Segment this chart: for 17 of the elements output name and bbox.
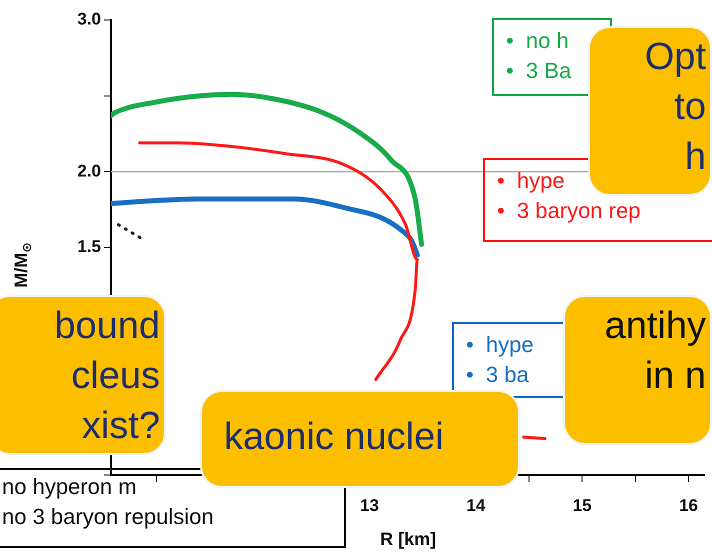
annotation: Opt to h (644, 35, 706, 180)
y-tick-label: 1.5 (77, 237, 101, 256)
annotation: • no h • 3 Ba (506, 27, 572, 85)
annotation: antihy in n (604, 304, 706, 399)
y-tick-label: 2.0 (77, 161, 101, 180)
annotation: no hyperon m no 3 baryon repulsion (2, 473, 215, 531)
x-tick-label: 16 (679, 496, 698, 515)
annotation: bound cleus xist? (53, 304, 160, 449)
y-axis-title: M/M⊙ (10, 242, 34, 288)
annotation: • hype • 3 baryon rep (497, 168, 642, 225)
annotation: kaonic nuclei (224, 415, 445, 460)
x-tick-label: 15 (572, 496, 592, 515)
x-axis-title: R [km] (380, 528, 436, 549)
y-tick-label: 3.0 (77, 10, 101, 29)
x-tick-label: 13 (360, 496, 379, 515)
annotation: • hype • 3 ba (466, 331, 535, 389)
x-tick-label: 14 (466, 496, 486, 515)
